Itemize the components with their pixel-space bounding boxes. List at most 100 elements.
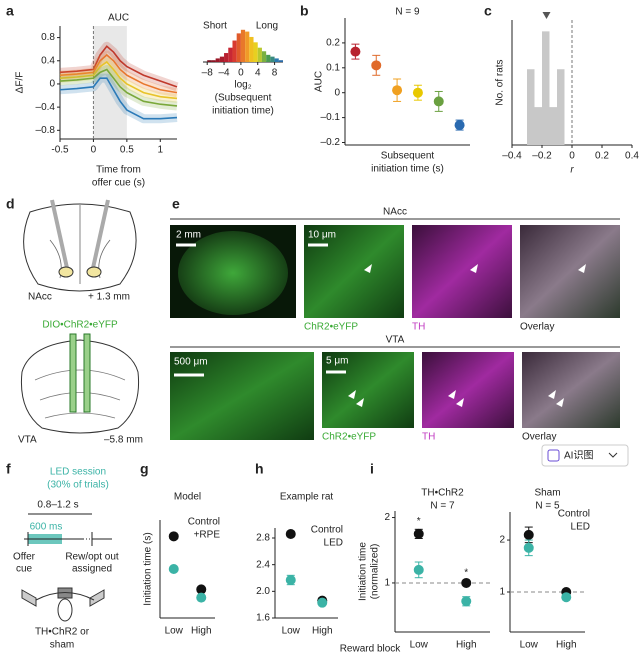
- x-axis-label: Subsequent: [381, 151, 435, 162]
- section-title: NAcc: [383, 207, 407, 218]
- point: [461, 596, 472, 607]
- image: [520, 225, 620, 318]
- schematic-f: LED session (30% of trials) 0.8–1.2 s 60…: [13, 467, 119, 651]
- bar: [266, 54, 271, 62]
- bar: [232, 40, 237, 62]
- x-tick-label: –8: [202, 68, 214, 79]
- legend-entry: Control: [558, 509, 590, 520]
- x-tick-label: High: [312, 626, 333, 637]
- section-title: VTA: [386, 335, 405, 346]
- bar: [224, 53, 229, 62]
- label: LED session: [50, 467, 106, 478]
- point: [196, 592, 207, 603]
- x-axis-label: (Subsequent: [215, 93, 272, 104]
- button-background[interactable]: [541, 444, 629, 467]
- y-tick-label: 0.4: [41, 55, 55, 66]
- scale-label: 2 mm: [176, 230, 201, 241]
- panel-letter: a: [6, 3, 14, 19]
- x-tick-label: 0: [91, 145, 97, 156]
- x-tick-label: –0.2: [532, 151, 552, 162]
- bar: [219, 56, 225, 62]
- x-tick-label: 4: [255, 68, 261, 79]
- image-label: Overlay: [520, 322, 554, 333]
- y-tick-label: –0.2: [321, 137, 341, 148]
- image-label: ChR2•eYFP: [304, 322, 358, 333]
- chevron[interactable]: [608, 452, 618, 458]
- legend-entry: LED: [324, 538, 343, 549]
- y-axis-label: AUC: [314, 71, 325, 92]
- bar: [228, 47, 233, 62]
- chart-title: Example rat: [280, 492, 334, 503]
- y-tick-label: 0.2: [326, 38, 340, 49]
- y-axis-label: Initiation time (s): [143, 532, 154, 605]
- x-axis-label: offer cue (s): [92, 178, 145, 189]
- y-axis-label: No. of rats: [495, 59, 506, 105]
- image: [322, 352, 414, 428]
- x-axis-label: log₂: [234, 80, 251, 91]
- bar: [542, 31, 550, 146]
- significance-star: *: [464, 568, 468, 579]
- series-line: [59, 45, 178, 88]
- chart-subtitle: N = 7: [430, 501, 455, 512]
- label: TH•ChR2 or: [35, 627, 90, 638]
- bar: [249, 36, 254, 62]
- median-marker: [542, 12, 551, 19]
- panel-letter: g: [140, 461, 149, 477]
- axis-label: Reward block: [340, 644, 402, 655]
- x-tick-label: 0.2: [595, 151, 609, 162]
- series-line: [59, 77, 178, 120]
- bar: [534, 107, 542, 145]
- series-line: [59, 68, 178, 107]
- image: [304, 225, 404, 318]
- label: cue: [16, 564, 33, 575]
- chart-title: TH•ChR2: [421, 488, 464, 499]
- label: Offer: [13, 552, 36, 563]
- image-label: ChR2•eYFP: [322, 432, 376, 443]
- y-tick-label: 0.8: [41, 32, 55, 43]
- image-label: TH: [412, 322, 425, 333]
- scale-label: 500 μm: [174, 357, 208, 368]
- image-content: [178, 231, 288, 315]
- label: assigned: [72, 564, 112, 575]
- button-icon[interactable]: [547, 449, 560, 462]
- schematic-d: NAcc + 1.3 mm DIO•ChR2•eYFP VTA –5.8 mm: [18, 199, 143, 446]
- button-label[interactable]: AI识图: [564, 450, 593, 462]
- y-tick-label: 1: [384, 578, 390, 589]
- brain-detail: [34, 369, 126, 419]
- y-axis-label: ΔF/F: [15, 72, 26, 94]
- significance-star: *: [417, 516, 421, 527]
- chart-subtitle: N = 5: [535, 501, 560, 512]
- legend-entry: Control: [188, 517, 220, 528]
- y-tick-label: 2: [384, 512, 390, 523]
- fiber: [50, 199, 69, 269]
- y-tick-label: 2: [499, 535, 505, 546]
- image: [522, 352, 620, 428]
- image-label: Overlay: [522, 432, 556, 443]
- bar: [245, 31, 250, 62]
- panel-letter: b: [300, 3, 309, 19]
- label: sham: [50, 640, 74, 651]
- label: VTA: [18, 435, 37, 446]
- x-axis-label: initiation time (s): [371, 164, 444, 175]
- point: [317, 597, 328, 608]
- label: 600 ms: [30, 522, 63, 533]
- series-line: [59, 60, 178, 100]
- x-tick-label: Low: [410, 640, 429, 651]
- bar: [215, 58, 220, 62]
- rat: [57, 598, 73, 622]
- point: [561, 592, 572, 603]
- label: NAcc: [28, 292, 52, 303]
- point: [461, 577, 472, 588]
- x-tick-label: 0.4: [625, 151, 639, 162]
- bar: [211, 60, 216, 62]
- y-tick-label: –0.8: [36, 125, 56, 136]
- x-tick-label: 0.5: [120, 145, 134, 156]
- bar: [278, 60, 283, 62]
- label: –5.8 mm: [104, 435, 143, 446]
- y-tick-label: 2.8: [256, 533, 270, 544]
- ai-button[interactable]: AI识图: [541, 444, 629, 467]
- point: [413, 564, 424, 575]
- bar: [257, 47, 262, 62]
- x-tick-label: Low: [282, 626, 301, 637]
